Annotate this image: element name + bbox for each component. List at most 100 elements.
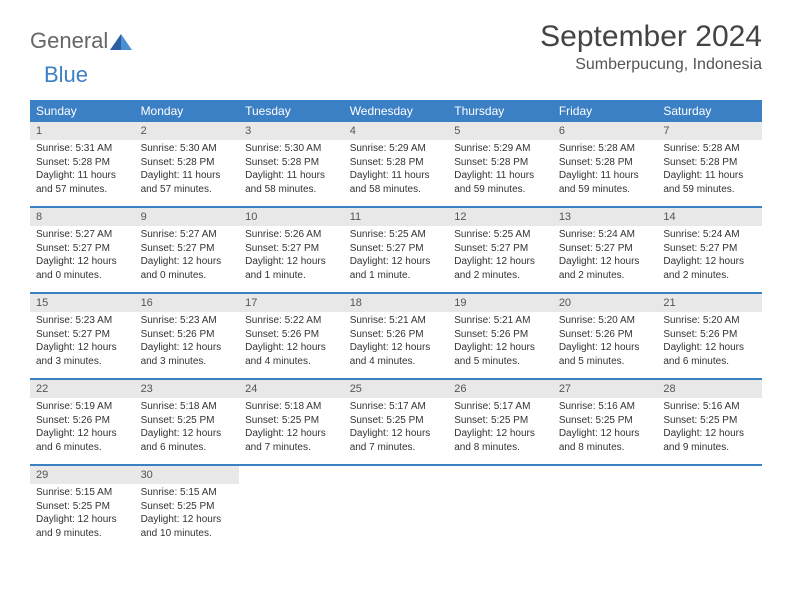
day-info-cell: Sunrise: 5:25 AMSunset: 5:27 PMDaylight:… bbox=[448, 226, 553, 292]
sunset-text: Sunset: 5:25 PM bbox=[141, 500, 234, 514]
day-header: Wednesday bbox=[344, 100, 449, 122]
sunset-text: Sunset: 5:28 PM bbox=[559, 156, 652, 170]
sunset-text: Sunset: 5:25 PM bbox=[245, 414, 338, 428]
sunset-text: Sunset: 5:28 PM bbox=[350, 156, 443, 170]
day-number-cell: 1 bbox=[30, 122, 135, 140]
sunrise-text: Sunrise: 5:24 AM bbox=[663, 228, 756, 242]
day-info-cell bbox=[239, 484, 344, 550]
sunrise-text: Sunrise: 5:29 AM bbox=[454, 142, 547, 156]
daylight-text: Daylight: 11 hours and 59 minutes. bbox=[559, 169, 652, 196]
sunrise-text: Sunrise: 5:18 AM bbox=[245, 400, 338, 414]
day-number-cell: 2 bbox=[135, 122, 240, 140]
day-number-cell: 15 bbox=[30, 294, 135, 312]
day-header: Sunday bbox=[30, 100, 135, 122]
sunset-text: Sunset: 5:26 PM bbox=[663, 328, 756, 342]
day-number-row: 891011121314 bbox=[30, 208, 762, 226]
sunset-text: Sunset: 5:28 PM bbox=[454, 156, 547, 170]
daylight-text: Daylight: 12 hours and 2 minutes. bbox=[663, 255, 756, 282]
day-info-cell: Sunrise: 5:21 AMSunset: 5:26 PMDaylight:… bbox=[344, 312, 449, 378]
sunrise-text: Sunrise: 5:28 AM bbox=[559, 142, 652, 156]
daylight-text: Daylight: 12 hours and 6 minutes. bbox=[663, 341, 756, 368]
day-info-cell: Sunrise: 5:19 AMSunset: 5:26 PMDaylight:… bbox=[30, 398, 135, 464]
sunrise-text: Sunrise: 5:21 AM bbox=[454, 314, 547, 328]
daylight-text: Daylight: 12 hours and 8 minutes. bbox=[559, 427, 652, 454]
day-number-cell: 8 bbox=[30, 208, 135, 226]
sunset-text: Sunset: 5:27 PM bbox=[36, 328, 129, 342]
day-number-cell: 28 bbox=[657, 380, 762, 398]
day-number-cell: 16 bbox=[135, 294, 240, 312]
sunrise-text: Sunrise: 5:16 AM bbox=[663, 400, 756, 414]
logo-text-blue: Blue bbox=[30, 62, 88, 87]
day-header: Friday bbox=[553, 100, 658, 122]
day-number-cell: 10 bbox=[239, 208, 344, 226]
day-info-cell: Sunrise: 5:18 AMSunset: 5:25 PMDaylight:… bbox=[135, 398, 240, 464]
day-info-cell: Sunrise: 5:30 AMSunset: 5:28 PMDaylight:… bbox=[135, 140, 240, 206]
day-info-cell: Sunrise: 5:25 AMSunset: 5:27 PMDaylight:… bbox=[344, 226, 449, 292]
sunset-text: Sunset: 5:28 PM bbox=[245, 156, 338, 170]
sunrise-text: Sunrise: 5:16 AM bbox=[559, 400, 652, 414]
day-info-cell: Sunrise: 5:28 AMSunset: 5:28 PMDaylight:… bbox=[553, 140, 658, 206]
logo-triangle-icon bbox=[110, 32, 132, 50]
day-number-row: 2930 bbox=[30, 466, 762, 484]
sunset-text: Sunset: 5:25 PM bbox=[663, 414, 756, 428]
sunrise-text: Sunrise: 5:20 AM bbox=[663, 314, 756, 328]
day-info-cell: Sunrise: 5:28 AMSunset: 5:28 PMDaylight:… bbox=[657, 140, 762, 206]
day-number-cell: 18 bbox=[344, 294, 449, 312]
sunset-text: Sunset: 5:27 PM bbox=[141, 242, 234, 256]
day-number-cell: 27 bbox=[553, 380, 658, 398]
sunset-text: Sunset: 5:26 PM bbox=[350, 328, 443, 342]
sunrise-text: Sunrise: 5:30 AM bbox=[245, 142, 338, 156]
sunrise-text: Sunrise: 5:31 AM bbox=[36, 142, 129, 156]
daylight-text: Daylight: 12 hours and 1 minute. bbox=[245, 255, 338, 282]
day-number-cell: 20 bbox=[553, 294, 658, 312]
daylight-text: Daylight: 11 hours and 58 minutes. bbox=[350, 169, 443, 196]
day-info-cell: Sunrise: 5:20 AMSunset: 5:26 PMDaylight:… bbox=[657, 312, 762, 378]
daylight-text: Daylight: 12 hours and 3 minutes. bbox=[36, 341, 129, 368]
daylight-text: Daylight: 11 hours and 57 minutes. bbox=[36, 169, 129, 196]
sunrise-text: Sunrise: 5:22 AM bbox=[245, 314, 338, 328]
day-number-cell: 26 bbox=[448, 380, 553, 398]
day-number-cell bbox=[344, 466, 449, 484]
day-number-row: 22232425262728 bbox=[30, 380, 762, 398]
day-info-cell bbox=[344, 484, 449, 550]
daylight-text: Daylight: 12 hours and 7 minutes. bbox=[245, 427, 338, 454]
day-info-cell bbox=[448, 484, 553, 550]
day-info-cell: Sunrise: 5:16 AMSunset: 5:25 PMDaylight:… bbox=[657, 398, 762, 464]
day-number-cell: 29 bbox=[30, 466, 135, 484]
daylight-text: Daylight: 11 hours and 57 minutes. bbox=[141, 169, 234, 196]
day-info-cell bbox=[553, 484, 658, 550]
sunset-text: Sunset: 5:27 PM bbox=[454, 242, 547, 256]
day-info-cell: Sunrise: 5:21 AMSunset: 5:26 PMDaylight:… bbox=[448, 312, 553, 378]
sunset-text: Sunset: 5:26 PM bbox=[559, 328, 652, 342]
day-info-cell: Sunrise: 5:23 AMSunset: 5:26 PMDaylight:… bbox=[135, 312, 240, 378]
day-info-row: Sunrise: 5:19 AMSunset: 5:26 PMDaylight:… bbox=[30, 398, 762, 464]
day-info-cell: Sunrise: 5:17 AMSunset: 5:25 PMDaylight:… bbox=[344, 398, 449, 464]
day-number-cell bbox=[657, 466, 762, 484]
sunrise-text: Sunrise: 5:17 AM bbox=[454, 400, 547, 414]
sunrise-text: Sunrise: 5:15 AM bbox=[141, 486, 234, 500]
sunset-text: Sunset: 5:28 PM bbox=[36, 156, 129, 170]
sunset-text: Sunset: 5:25 PM bbox=[141, 414, 234, 428]
day-header: Monday bbox=[135, 100, 240, 122]
day-number-cell: 12 bbox=[448, 208, 553, 226]
daylight-text: Daylight: 12 hours and 5 minutes. bbox=[559, 341, 652, 368]
day-info-cell: Sunrise: 5:20 AMSunset: 5:26 PMDaylight:… bbox=[553, 312, 658, 378]
day-info-cell: Sunrise: 5:29 AMSunset: 5:28 PMDaylight:… bbox=[344, 140, 449, 206]
daylight-text: Daylight: 12 hours and 7 minutes. bbox=[350, 427, 443, 454]
day-info-cell: Sunrise: 5:16 AMSunset: 5:25 PMDaylight:… bbox=[553, 398, 658, 464]
day-info-cell: Sunrise: 5:30 AMSunset: 5:28 PMDaylight:… bbox=[239, 140, 344, 206]
sunrise-text: Sunrise: 5:17 AM bbox=[350, 400, 443, 414]
daylight-text: Daylight: 12 hours and 0 minutes. bbox=[141, 255, 234, 282]
daylight-text: Daylight: 12 hours and 0 minutes. bbox=[36, 255, 129, 282]
sunrise-text: Sunrise: 5:30 AM bbox=[141, 142, 234, 156]
daylight-text: Daylight: 11 hours and 59 minutes. bbox=[454, 169, 547, 196]
sunrise-text: Sunrise: 5:25 AM bbox=[454, 228, 547, 242]
sunrise-text: Sunrise: 5:19 AM bbox=[36, 400, 129, 414]
day-info-cell bbox=[657, 484, 762, 550]
day-info-cell: Sunrise: 5:15 AMSunset: 5:25 PMDaylight:… bbox=[135, 484, 240, 550]
daylight-text: Daylight: 12 hours and 4 minutes. bbox=[245, 341, 338, 368]
day-number-cell: 19 bbox=[448, 294, 553, 312]
day-number-cell: 24 bbox=[239, 380, 344, 398]
sunset-text: Sunset: 5:27 PM bbox=[36, 242, 129, 256]
day-number-cell: 22 bbox=[30, 380, 135, 398]
